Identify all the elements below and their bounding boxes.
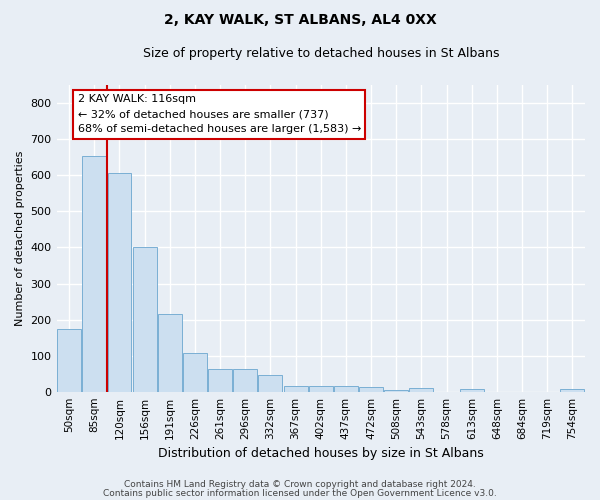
Bar xyxy=(359,387,383,392)
Bar xyxy=(409,388,433,392)
Bar xyxy=(259,376,283,392)
Bar xyxy=(334,386,358,392)
Bar xyxy=(183,353,207,392)
Bar xyxy=(107,173,131,392)
Bar xyxy=(82,156,106,392)
Bar xyxy=(284,386,308,392)
Bar xyxy=(57,328,81,392)
Bar xyxy=(208,368,232,392)
Text: 2 KAY WALK: 116sqm
← 32% of detached houses are smaller (737)
68% of semi-detach: 2 KAY WALK: 116sqm ← 32% of detached hou… xyxy=(77,94,361,134)
Bar xyxy=(133,248,157,392)
Title: Size of property relative to detached houses in St Albans: Size of property relative to detached ho… xyxy=(143,48,499,60)
Text: 2, KAY WALK, ST ALBANS, AL4 0XX: 2, KAY WALK, ST ALBANS, AL4 0XX xyxy=(164,12,436,26)
Text: Contains public sector information licensed under the Open Government Licence v3: Contains public sector information licen… xyxy=(103,488,497,498)
Y-axis label: Number of detached properties: Number of detached properties xyxy=(15,151,25,326)
Bar xyxy=(158,314,182,392)
Bar xyxy=(560,389,584,392)
Bar xyxy=(309,386,333,392)
Bar xyxy=(385,390,408,392)
Bar xyxy=(233,368,257,392)
Bar xyxy=(460,389,484,392)
Text: Contains HM Land Registry data © Crown copyright and database right 2024.: Contains HM Land Registry data © Crown c… xyxy=(124,480,476,489)
X-axis label: Distribution of detached houses by size in St Albans: Distribution of detached houses by size … xyxy=(158,447,484,460)
